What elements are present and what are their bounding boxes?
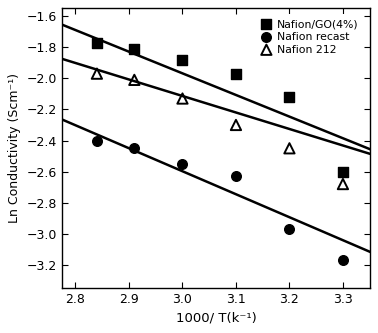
Nafion recast bbox=[340, 258, 346, 263]
Nafion 212 bbox=[94, 71, 100, 76]
Nafion 212 bbox=[287, 146, 293, 151]
Legend: Nafion/GO(4%), Nafion recast, Nafion 212: Nafion/GO(4%), Nafion recast, Nafion 212 bbox=[254, 14, 364, 60]
Nafion/GO(4%) bbox=[180, 57, 186, 62]
Nafion 212 bbox=[233, 122, 239, 128]
Nafion recast bbox=[94, 138, 100, 143]
X-axis label: 1000/ T(k⁻¹): 1000/ T(k⁻¹) bbox=[175, 312, 256, 325]
Nafion/GO(4%) bbox=[94, 40, 100, 45]
Nafion recast bbox=[233, 173, 239, 179]
Nafion recast bbox=[287, 226, 293, 232]
Nafion/GO(4%) bbox=[340, 169, 346, 174]
Nafion recast bbox=[131, 146, 137, 151]
Nafion 212 bbox=[180, 96, 186, 101]
Nafion/GO(4%) bbox=[233, 71, 239, 76]
Nafion 212 bbox=[340, 181, 346, 187]
Nafion/GO(4%) bbox=[287, 94, 293, 100]
Nafion recast bbox=[180, 161, 186, 166]
Y-axis label: Ln Conductivity (Scm⁻¹): Ln Conductivity (Scm⁻¹) bbox=[8, 73, 21, 223]
Nafion 212 bbox=[131, 77, 137, 83]
Nafion/GO(4%) bbox=[131, 46, 137, 51]
